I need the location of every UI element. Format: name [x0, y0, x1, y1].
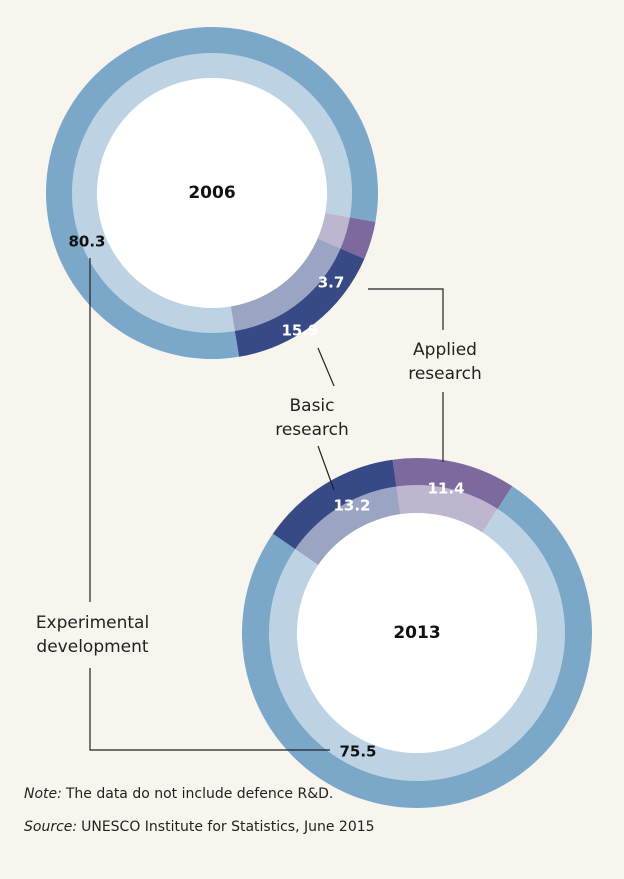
leader-line — [368, 288, 444, 330]
note-text: The data do not include defence R&D. — [65, 786, 334, 802]
value-label: 3.7 — [318, 274, 345, 292]
note-label: Note: — [24, 786, 62, 802]
leader-lines — [89, 258, 444, 751]
leader-line — [317, 445, 335, 491]
value-label: 13.2 — [333, 497, 370, 515]
leader-line — [317, 347, 335, 387]
source-label: Source: — [24, 819, 78, 835]
source-text: UNESCO Institute for Statistics, June 20… — [81, 819, 375, 835]
donut-hole — [297, 513, 537, 753]
category-label: Experimental development — [35, 613, 150, 657]
donut-title: 2006 — [188, 183, 235, 203]
note: Note: The data do not include defence R&D… — [24, 786, 333, 802]
donut-hole — [97, 78, 327, 308]
value-label: 11.4 — [427, 480, 464, 498]
value-label: 80.3 — [68, 233, 105, 251]
source: Source: UNESCO Institute for Statistics, … — [24, 819, 375, 835]
inner-ring-tint — [72, 53, 352, 333]
category-label: Applied research — [408, 340, 482, 384]
value-label: 15.9 — [281, 322, 318, 340]
inner-ring-tint — [269, 485, 565, 781]
leader-line — [89, 668, 330, 751]
category-label: Basic research — [275, 396, 349, 440]
value-label: 75.5 — [339, 743, 376, 761]
donut-title: 2013 — [393, 623, 440, 643]
